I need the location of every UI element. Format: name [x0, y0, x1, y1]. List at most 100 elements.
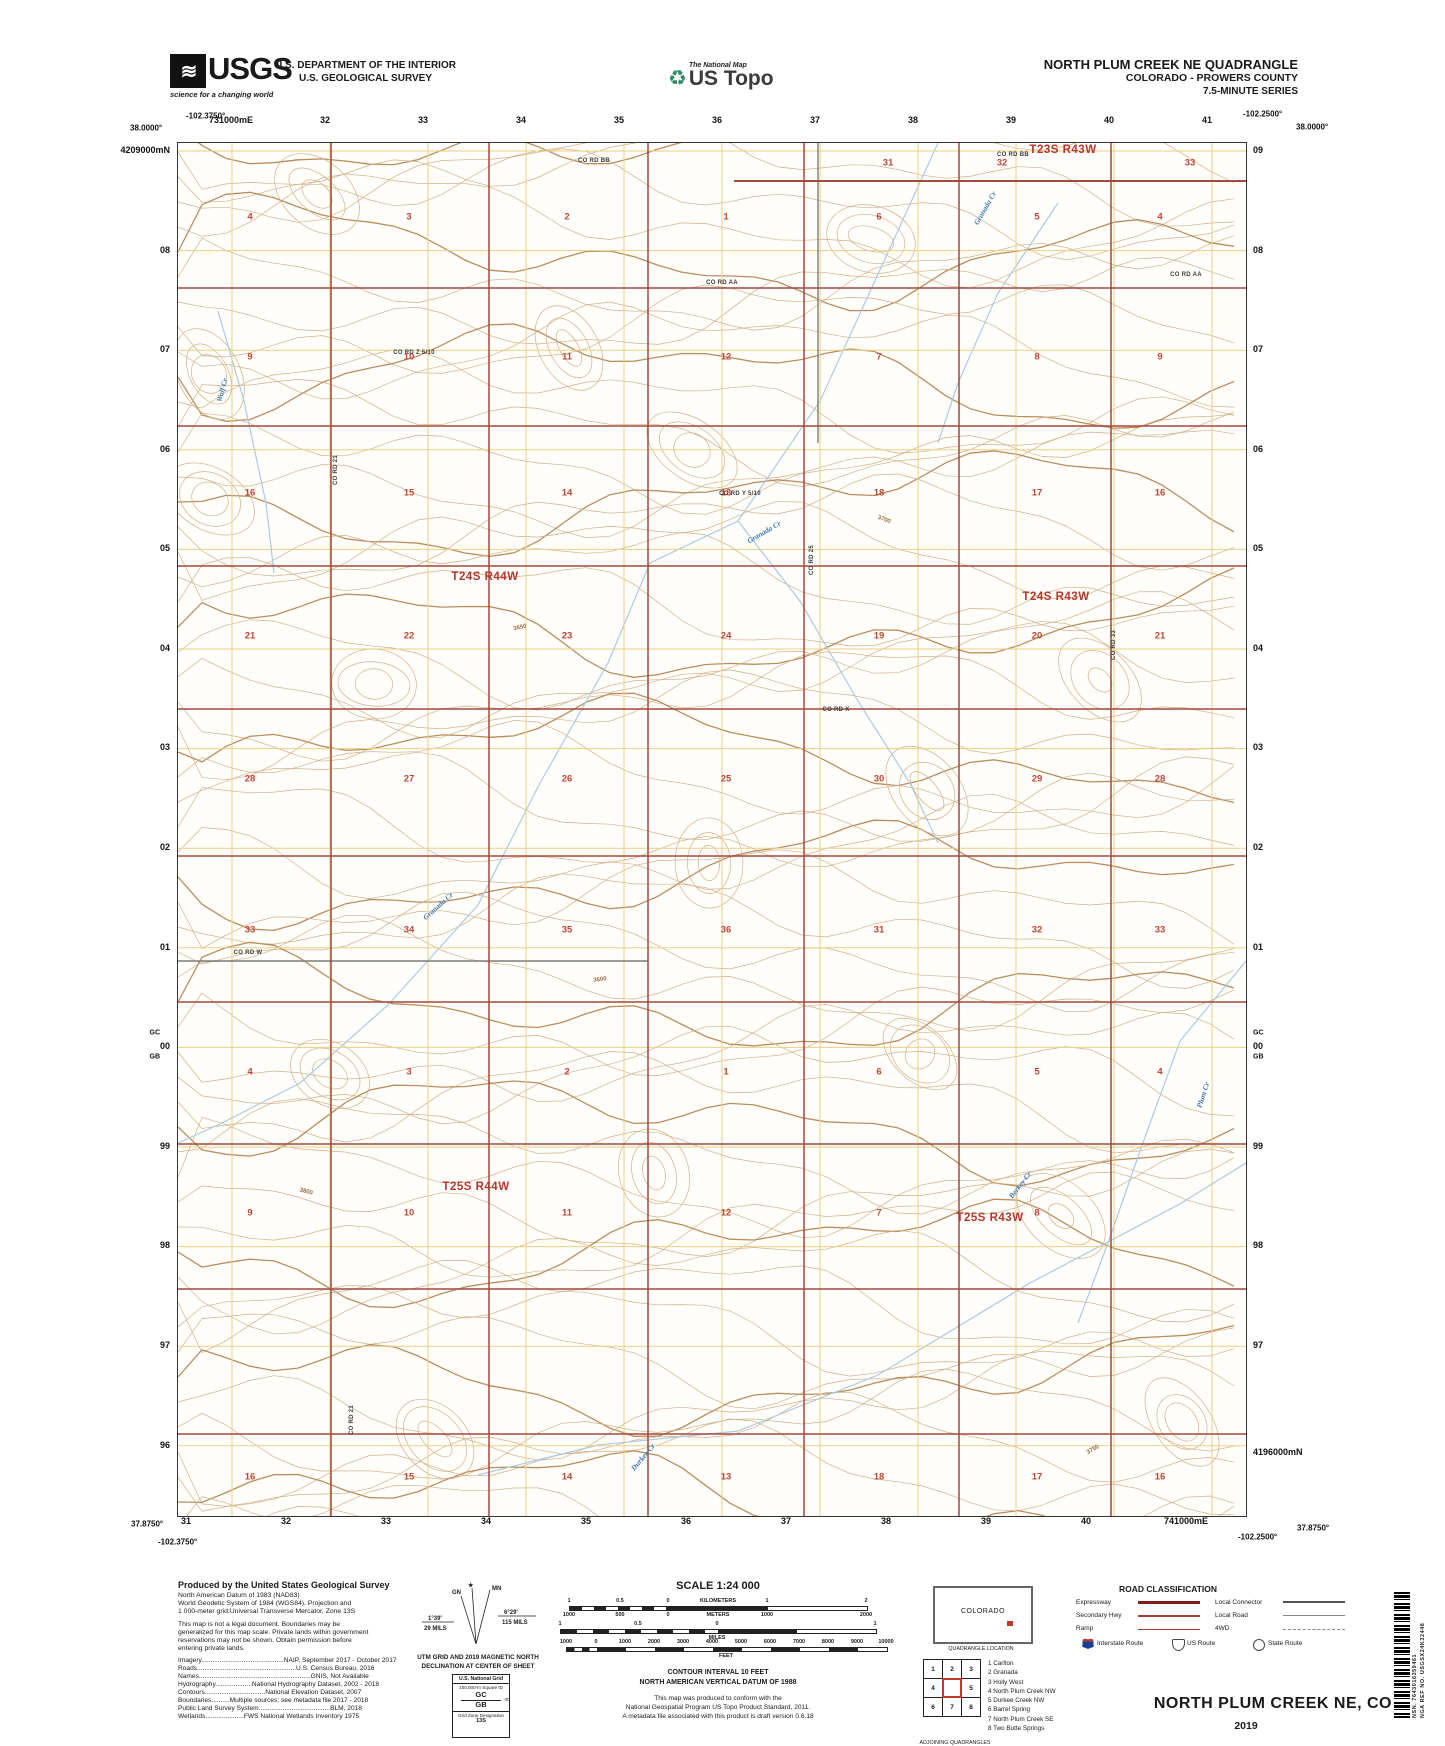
usgs-wave-icon: ≋ — [170, 54, 206, 88]
map-label: 38.0000° — [1296, 122, 1329, 132]
map-label: 08 — [1253, 245, 1264, 255]
adjoining-cell: 1 — [923, 1659, 943, 1679]
map-label: 01 — [1253, 942, 1264, 952]
legend-secondary-label: Secondary Hwy — [1076, 1612, 1122, 1619]
usng-subtitle: 100,000-m Square ID — [459, 1685, 503, 1690]
map-label: 02 — [1253, 842, 1264, 852]
usng-row: 00 — [504, 1697, 510, 1702]
quadrangle-title: NORTH PLUM CREEK NE QUADRANGLE COLORADO … — [998, 57, 1298, 98]
scale-bar — [566, 1647, 888, 1652]
national-map-label: The National Map — [688, 62, 747, 69]
sheet-name: NORTH PLUM CREEK NE, CO — [1153, 1695, 1392, 1712]
department-line2: U.S. GEOLOGICAL SURVEY — [299, 72, 432, 84]
usng-square-lower: GB — [475, 1700, 487, 1709]
map-label: 04 — [1253, 643, 1264, 653]
quadrangle-name: NORTH PLUM CREEK NE QUADRANGLE — [1043, 57, 1298, 72]
mn-angle: 6°29' — [504, 1610, 518, 1616]
usgs-logo: ≋ USGS science for a changing world — [170, 51, 293, 99]
map-label: 00 — [1253, 1041, 1264, 1051]
map-label: 05 — [159, 543, 170, 553]
map-label: 03 — [159, 742, 170, 752]
gn-angle: 1°39' — [428, 1616, 442, 1622]
interstate-route-label: Interstate Route — [1097, 1640, 1144, 1647]
department-line1: U.S. DEPARTMENT OF THE INTERIOR — [275, 60, 456, 71]
map-label: 34 — [515, 115, 527, 125]
barcode-text: NSN. 7643016359461 NGA REF NO. USGSX24K3… — [1412, 1622, 1426, 1718]
adjoining-caption: ADJOINING QUADRANGLES — [919, 1740, 991, 1746]
map-label: -102.2500° — [1238, 1532, 1278, 1542]
map-label: 08 — [159, 245, 170, 255]
gn-mils: 29 MILS — [424, 1626, 447, 1632]
map-label: 99 — [1253, 1141, 1264, 1151]
usng-zone-label: Grid Zone Designation — [453, 1711, 509, 1718]
legend-local-road-line — [1283, 1615, 1345, 1616]
ustopo-logo: ♻ The National Map US Topo — [668, 62, 774, 89]
map-label: 96 — [159, 1440, 170, 1450]
quad-location-marker — [1007, 1621, 1013, 1626]
map-label: -102.3750° — [158, 1537, 198, 1547]
map-label: 32 — [319, 115, 331, 125]
true-north-star: ★ — [468, 1582, 474, 1589]
map-label: 39 — [1005, 115, 1017, 125]
legend-secondary-line — [1138, 1615, 1200, 1617]
us-route-label: US Route — [1187, 1640, 1216, 1647]
magnetic-north-label: MN — [492, 1586, 501, 1592]
legend-4wd-line — [1283, 1629, 1345, 1630]
source-credits: Imagery.................................… — [178, 1657, 397, 1721]
usng-box: U.S. National Grid 100,000-m Square ID G… — [452, 1674, 510, 1738]
grid-north-label: GN — [452, 1590, 461, 1596]
usgs-tagline: science for a changing world — [170, 90, 274, 99]
legend-local-road-label: Local Road — [1215, 1612, 1248, 1619]
adjoining-cell: 4 — [923, 1678, 943, 1698]
map-label: 06 — [1253, 444, 1264, 454]
adjoining-cell: 6 — [923, 1697, 943, 1717]
usng-zone: 13S — [476, 1718, 486, 1724]
usgs-logo-text: USGS — [208, 51, 293, 86]
quadrangle-location-caption: QUADRANGLE LOCATION — [948, 1646, 1014, 1652]
map-label: 37.8750° — [131, 1519, 164, 1529]
map-label: GC — [149, 1029, 161, 1037]
map-label: 09 — [1253, 145, 1264, 155]
adjoining-cell: 7 — [942, 1697, 962, 1717]
legend-connector-line — [1283, 1601, 1345, 1603]
map-label: 03 — [1253, 742, 1264, 752]
us-route-shield-icon — [1172, 1639, 1185, 1651]
map-label: 00 — [159, 1041, 170, 1051]
map-label: 731000mE — [208, 115, 254, 125]
map-label: -102.3750° — [186, 111, 226, 121]
map-label: 01 — [159, 942, 170, 952]
road-classification-title: ROAD CLASSIFICATION — [1118, 1584, 1218, 1594]
map-label: 97 — [159, 1340, 170, 1350]
state-route-shield-icon — [1253, 1639, 1265, 1651]
map-label: 98 — [1253, 1240, 1264, 1250]
map-label: 07 — [159, 344, 170, 354]
quadrangle-series: 7.5-MINUTE SERIES — [1202, 86, 1298, 97]
declination-diagram: ★ GN MN 1°39' 29 MILS 6°29' 115 MILS — [422, 1582, 536, 1645]
adjoining-quadrangle-names: 1 Carlton 2 Granada 3 Holly West 4 North Pl… — [988, 1660, 1056, 1733]
legal-lines: This map is not a legal document. Bounda… — [178, 1620, 369, 1653]
legend-expressway-line — [1138, 1601, 1200, 1604]
map-label: 04 — [159, 643, 170, 653]
state-route-label: State Route — [1268, 1640, 1303, 1647]
adjoining-cell — [942, 1678, 962, 1698]
map-label: 37.8750° — [1297, 1523, 1330, 1533]
legend-ramp-line — [1138, 1629, 1200, 1630]
declination-caption: UTM GRID AND 2019 MAGNETIC NORTH DECLINA… — [417, 1654, 539, 1670]
adjoining-cell: 8 — [961, 1697, 981, 1717]
map-label: 97 — [1253, 1340, 1264, 1350]
map-label: 07 — [1253, 344, 1264, 354]
mn-mils: 115 MILS — [502, 1620, 528, 1626]
map-label: 40 — [1103, 115, 1115, 125]
scale-bar — [560, 1629, 877, 1634]
quadrangle-state-county: COLORADO - PROWERS COUNTY — [1125, 72, 1298, 84]
contour-interval-note: CONTOUR INTERVAL 10 FEET NORTH AMERICAN … — [639, 1669, 797, 1686]
map-label: 98 — [159, 1240, 170, 1250]
map-label: 06 — [159, 444, 170, 454]
interstate-shield-icon — [1082, 1638, 1094, 1649]
legend-expressway-label: Expressway — [1076, 1599, 1112, 1606]
map-label: -102.2500° — [1243, 109, 1283, 119]
department-heading: U.S. DEPARTMENT OF THE INTERIOR U.S. GEO… — [258, 60, 473, 85]
adjoining-cell: 5 — [961, 1678, 981, 1698]
